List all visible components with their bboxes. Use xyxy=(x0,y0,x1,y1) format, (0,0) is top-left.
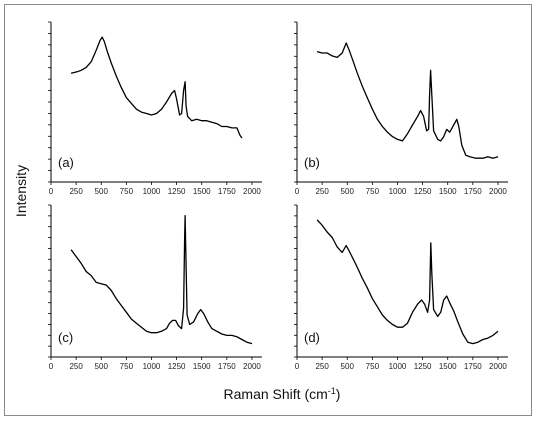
x-tick-label: 0 xyxy=(49,362,54,371)
panel-3: 0 250 500 750 1000 1250 1500 1750 2000 (c) xyxy=(48,204,262,371)
x-tick-label: 1000 xyxy=(143,362,161,371)
x-tick-label: 750 xyxy=(120,362,134,371)
x-tick-label: 0 xyxy=(295,187,300,196)
x-tick-label: 1750 xyxy=(464,187,482,196)
panel-4: 0 250 500 750 1000 1250 1500 1750 2000 (d) xyxy=(294,204,508,371)
x-tick-label: 750 xyxy=(366,187,380,196)
x-tick-label: 500 xyxy=(95,362,109,371)
x-tick-label: 1250 xyxy=(414,362,432,371)
x-axis-title-text: Raman Shift (cm xyxy=(224,386,328,402)
x-tick-label: 750 xyxy=(120,187,134,196)
x-tick-label: 250 xyxy=(315,187,329,196)
panel-label: (a) xyxy=(58,155,74,170)
spectrum-line xyxy=(316,219,499,345)
x-tick-label: 750 xyxy=(366,362,380,371)
x-tick-label: 500 xyxy=(341,187,355,196)
x-tick-label: 1750 xyxy=(218,362,236,371)
panel-1: 0 250 500 750 1000 1250 1500 1750 2000 (a) xyxy=(48,21,262,196)
spectrum-line xyxy=(316,42,499,159)
panel-label: (d) xyxy=(304,330,320,345)
x-tick-label: 1250 xyxy=(414,187,432,196)
x-tick-label: 1250 xyxy=(168,187,186,196)
panel-label: (b) xyxy=(304,155,320,170)
x-tick-label: 500 xyxy=(95,187,109,196)
x-axis-title-close: ) xyxy=(336,386,341,402)
x-tick-label: 2000 xyxy=(489,362,507,371)
y-axis-title: Intensity xyxy=(13,165,29,217)
x-tick-label: 500 xyxy=(341,362,355,371)
x-tick-label: 1500 xyxy=(439,362,457,371)
x-tick-label: 250 xyxy=(69,362,83,371)
x-tick-label: 1000 xyxy=(389,362,407,371)
figure-frame xyxy=(4,4,532,416)
x-tick-label: 1500 xyxy=(439,187,457,196)
x-tick-label: 1500 xyxy=(193,187,211,196)
spectrum-line xyxy=(70,215,253,345)
x-tick-label: 1500 xyxy=(193,362,211,371)
panels-group: 0 250 500 750 1000 1250 1500 1750 2000 (a) 0 250 500… xyxy=(48,21,508,371)
x-tick-label: 250 xyxy=(315,362,329,371)
x-tick-label: 1000 xyxy=(143,187,161,196)
x-tick-label: 250 xyxy=(69,187,83,196)
spectrum-line xyxy=(70,36,243,139)
x-axis-title: Raman Shift (cm-1) xyxy=(224,386,341,402)
x-tick-label: 2000 xyxy=(243,187,261,196)
x-tick-label: 1000 xyxy=(389,187,407,196)
x-tick-label: 1750 xyxy=(218,187,236,196)
panel-2: 0 250 500 750 1000 1250 1500 1750 2000 (b) xyxy=(294,21,508,196)
x-tick-label: 2000 xyxy=(243,362,261,371)
panel-label: (c) xyxy=(58,330,73,345)
x-tick-label: 2000 xyxy=(489,187,507,196)
x-tick-label: 1250 xyxy=(168,362,186,371)
x-tick-label: 1750 xyxy=(464,362,482,371)
x-axis-title-superscript: -1 xyxy=(328,386,336,396)
x-tick-label: 0 xyxy=(295,362,300,371)
x-tick-label: 0 xyxy=(49,187,54,196)
